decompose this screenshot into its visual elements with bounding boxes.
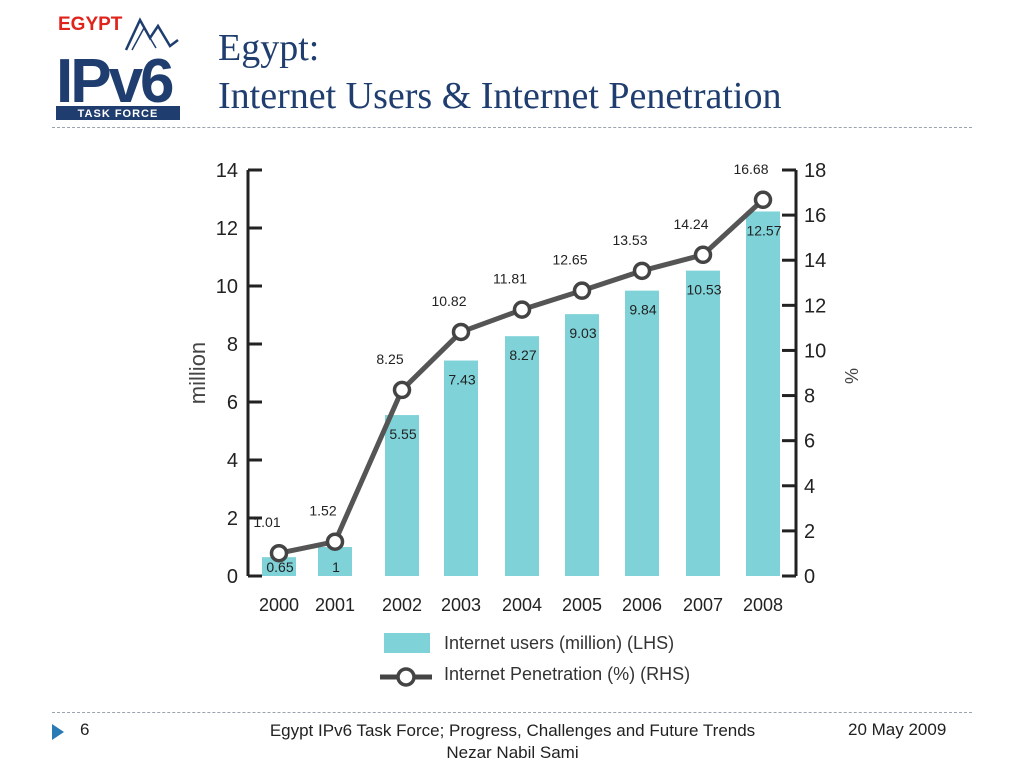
- penetration-point-2002: [392, 380, 412, 400]
- bar-value-label: 5.55: [389, 426, 416, 442]
- penetration-value-label: 1.01: [253, 514, 280, 530]
- bar-value-label: 8.27: [509, 347, 536, 363]
- penetration-point-2005: [572, 281, 592, 300]
- penetration-value-label: 1.52: [309, 503, 336, 519]
- bar-2006: [625, 290, 659, 576]
- bar-value-label: 12.57: [746, 222, 781, 238]
- right-axis-label: %: [841, 368, 861, 384]
- x-tick-label: 2005: [562, 595, 602, 615]
- left-axis-label: million: [185, 342, 210, 404]
- bar-2001: [318, 547, 352, 576]
- bar-value-label: 0.65: [266, 559, 293, 575]
- bar-2002: [385, 415, 419, 576]
- logo-subtitle-text: TASK FORCE: [78, 108, 159, 120]
- slide-title: Egypt: Internet Users & Internet Penetra…: [218, 24, 781, 120]
- footer-date: 20 May 2009: [848, 720, 947, 739]
- right-tick-label: 0: [804, 566, 815, 588]
- bar-value-label: 9.84: [629, 302, 656, 318]
- left-tick-label: 10: [216, 276, 238, 298]
- penetration-point-2000: [269, 543, 289, 563]
- right-tick-label: 14: [804, 250, 826, 272]
- bar-2000: [262, 557, 296, 576]
- legend-line-label: Internet Penetration (%) (RHS): [444, 664, 690, 684]
- bar-2004: [505, 336, 539, 576]
- penetration-value-label: 8.25: [376, 351, 403, 367]
- penetration-point-2004: [512, 300, 532, 319]
- slide-title-line1: Egypt:: [218, 27, 320, 69]
- right-tick-label: 6: [804, 431, 815, 453]
- x-tick-label: 2006: [622, 595, 662, 615]
- egypt-ipv6-task-force-logo: EGYPT IPv6 TASK FORCE: [56, 14, 180, 120]
- slide-number: 6: [80, 720, 90, 739]
- penetration-value-label: 13.53: [612, 232, 647, 248]
- logo-mountain-icon: [124, 17, 179, 51]
- x-tick-label: 2002: [382, 595, 422, 615]
- legend-line-marker: [396, 667, 416, 687]
- bar-value-label: 9.03: [569, 325, 596, 341]
- penetration-point-2001: [325, 532, 345, 551]
- right-tick-label: 18: [804, 160, 826, 182]
- penetration-value-label: 11.81: [493, 271, 527, 287]
- left-tick-label: 2: [227, 508, 238, 530]
- left-tick-label: 6: [227, 392, 238, 414]
- bar-value-label: 7.43: [448, 372, 475, 388]
- slide-bullet-arrow-icon: [52, 724, 64, 740]
- x-tick-label: 2007: [683, 595, 723, 615]
- x-tick-label: 2000: [259, 595, 299, 615]
- penetration-point-2003: [451, 322, 471, 342]
- legend-bar-label: Internet users (million) (LHS): [444, 633, 674, 653]
- right-tick-label: 2: [804, 521, 815, 543]
- penetration-value-label: 14.24: [673, 216, 708, 232]
- penetration-point-2006: [632, 261, 652, 281]
- slide-title-line2: Internet Users & Internet Penetration: [218, 75, 782, 117]
- penetration-point-2007: [693, 245, 713, 265]
- title-divider: [52, 127, 972, 128]
- footer-text: Egypt IPv6 Task Force; Progress, Challen…: [269, 721, 756, 762]
- left-tick-label: 8: [227, 334, 238, 356]
- bar-value-label: 1: [332, 559, 340, 575]
- right-tick-label: 4: [804, 476, 815, 498]
- x-tick-label: 2003: [441, 595, 481, 615]
- bar-2007: [686, 270, 720, 576]
- left-tick-label: 0: [227, 566, 238, 588]
- bar-2008: [746, 211, 780, 576]
- logo-country-text: EGYPT: [58, 14, 123, 35]
- bar-2003: [444, 360, 478, 576]
- x-tick-label: 2004: [502, 595, 542, 615]
- left-tick-label: 4: [227, 450, 238, 472]
- footer-divider: [52, 712, 972, 713]
- x-tick-label: 2001: [315, 595, 355, 615]
- right-tick-label: 8: [804, 386, 815, 408]
- penetration-point-2008: [753, 190, 773, 210]
- penetration-value-label: 10.82: [431, 293, 466, 309]
- penetration-value-label: 16.68: [733, 161, 768, 177]
- penetration-value-label: 12.65: [552, 252, 587, 268]
- bar-2005: [565, 314, 599, 576]
- left-tick-label: 14: [216, 160, 238, 182]
- left-tick-label: 12: [216, 218, 238, 240]
- right-tick-label: 12: [804, 295, 826, 317]
- logo-mark-text: IPv6: [56, 47, 173, 116]
- right-tick-label: 10: [804, 340, 826, 362]
- legend-bar-swatch: [384, 633, 430, 653]
- bar-value-label: 10.53: [686, 282, 721, 298]
- right-tick-label: 16: [804, 205, 826, 227]
- x-tick-label: 2008: [743, 595, 783, 615]
